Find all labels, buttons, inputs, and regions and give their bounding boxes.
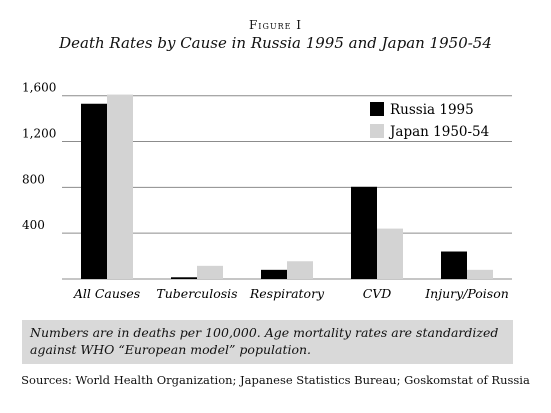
y-tick-label: 1,200 [22, 127, 56, 141]
bar-russia-3 [351, 186, 377, 279]
y-tick-label: 400 [22, 218, 45, 232]
x-tick-label: CVD [363, 286, 392, 301]
source-line: Sources: World Health Organization; Japa… [21, 373, 530, 387]
bar-russia-4 [441, 251, 467, 279]
bars [81, 94, 493, 279]
bar-japan-4 [467, 269, 493, 279]
x-tick-label: Respiratory [249, 286, 325, 301]
bar-russia-2 [261, 269, 287, 279]
x-tick-label: Injury/Poison [424, 286, 509, 301]
y-tick-label: 800 [22, 172, 45, 186]
bar-japan-0 [107, 94, 133, 279]
note-box: Numbers are in deaths per 100,000. Age m… [22, 320, 513, 364]
legend-swatch-japan [370, 124, 384, 138]
legend: Russia 1995 Japan 1950-54 [370, 102, 489, 140]
y-tick-label: 1,600 [22, 81, 56, 95]
legend-label-russia: Russia 1995 [390, 102, 474, 118]
bar-japan-1 [197, 265, 223, 279]
x-tick-label: Tuberculosis [156, 286, 237, 301]
x-tick-label: All Causes [73, 286, 140, 301]
bar-chart: 400 800 1,200 1,600 All Causes Tuberculosis R… [22, 81, 512, 301]
figure-label: Figure I [248, 18, 303, 32]
bar-russia-1 [171, 277, 197, 279]
y-axis-ticks: 400 800 1,200 1,600 [22, 81, 56, 232]
bar-japan-2 [287, 261, 313, 279]
note-text: Numbers are in deaths per 100,000. Age m… [30, 325, 499, 357]
legend-swatch-russia [370, 102, 384, 116]
chart-title: Death Rates by Cause in Russia 1995 and … [59, 34, 492, 52]
bar-japan-3 [377, 228, 403, 279]
x-axis-labels: All Causes Tuberculosis Respiratory CVD Inju… [73, 286, 509, 301]
bar-russia-0 [81, 103, 107, 279]
legend-label-japan: Japan 1950-54 [388, 124, 489, 140]
